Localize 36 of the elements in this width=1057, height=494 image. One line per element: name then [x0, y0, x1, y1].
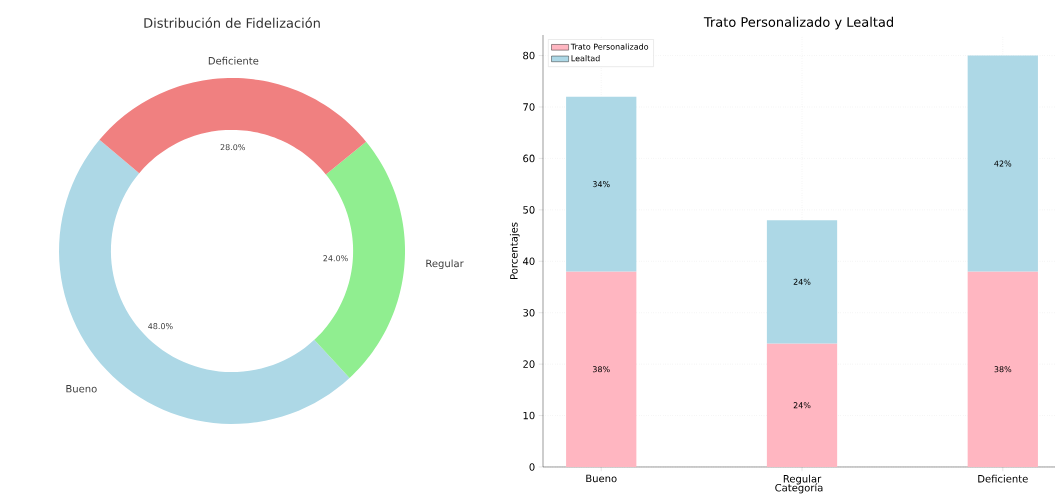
y-tick-label: 70: [523, 103, 535, 111]
data-label: 28.0%: [220, 144, 245, 151]
slice-label: Bueno: [66, 385, 97, 393]
x-tick-label: Regular: [783, 474, 822, 485]
data-label: 24%: [793, 278, 811, 285]
legend-label: Trato Personalizado: [570, 43, 649, 50]
y-tick-label: 0: [529, 463, 535, 471]
bar: [766, 343, 838, 467]
chart-title: Trato Personalizado y Lealtad: [703, 16, 893, 30]
data-label: 38%: [994, 366, 1012, 373]
y-tick-label: 60: [523, 154, 535, 163]
data-label: 48.0%: [148, 323, 173, 330]
data-label: 38%: [592, 366, 610, 373]
x-tick-label: Deficiente: [978, 474, 1028, 483]
y-tick-label: 10: [523, 411, 535, 420]
bar: [967, 55, 1038, 272]
y-axis-title: Porcentajes: [509, 222, 520, 279]
legend-label: Lealtad: [571, 55, 600, 62]
bar: [566, 96, 637, 272]
y-tick-label: 40: [522, 257, 535, 266]
y-tick-label: 50: [523, 206, 535, 214]
data-label: 24.0%: [323, 255, 348, 262]
bar: [766, 220, 838, 344]
y-tick-label: 80: [523, 51, 535, 60]
chart-title: Distribución de Fidelización: [144, 17, 320, 28]
data-label: 42%: [994, 160, 1012, 167]
x-tick-label: Bueno: [586, 474, 617, 483]
bar: [566, 271, 637, 467]
y-tick-label: 20: [523, 360, 535, 368]
data-label: 34%: [592, 181, 610, 188]
bar: [967, 271, 1038, 467]
slice-label: Deficiente: [208, 56, 259, 65]
x-axis-title: Categoría: [775, 483, 823, 494]
data-label: 24%: [793, 402, 811, 409]
y-tick-label: 30: [523, 308, 535, 317]
slice-label: Regular: [426, 259, 464, 270]
